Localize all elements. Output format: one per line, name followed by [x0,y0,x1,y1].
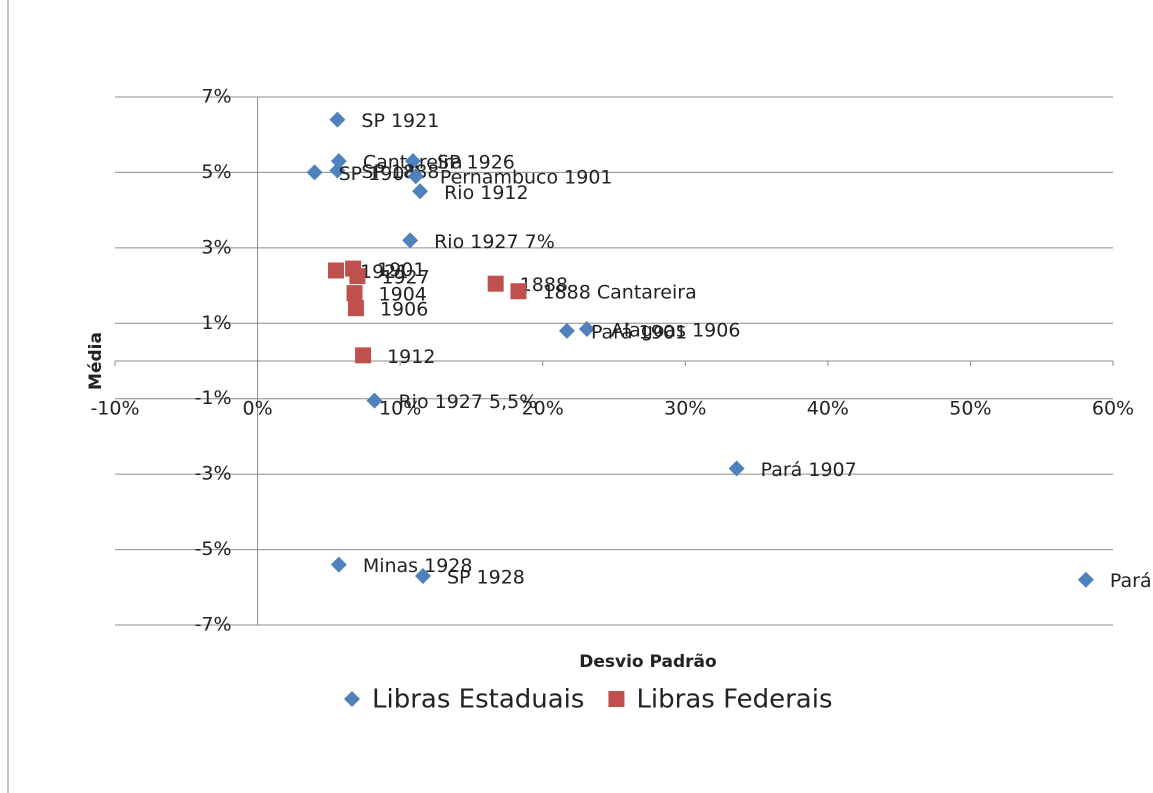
x-axis-title: Desvio Padrão [579,652,716,672]
x-tick-label: 40% [807,398,849,420]
y-tick-label: 1% [201,312,231,334]
x-tick-label: 50% [949,398,991,420]
marker [487,275,504,292]
legend-marker [608,691,625,707]
data-label: Rio 1912 [444,182,529,204]
marker [306,164,323,181]
data-label: SP 1904 [339,163,417,185]
marker [366,392,383,409]
marker [349,268,366,285]
data-label: Rio 1927 5,5% [398,391,537,413]
data-label: Minas 1928 [363,555,473,577]
marker [330,153,347,170]
data-label: 1906 [380,299,428,321]
data-label: Rio 1927 7% [434,231,555,253]
data-label: Pará 1901 [591,321,687,343]
marker [346,285,363,302]
marker [1077,571,1094,588]
marker [510,283,527,300]
x-tick-label: 60% [1092,398,1134,420]
marker [728,460,745,477]
y-tick-label: 3% [201,236,231,258]
marker [404,153,421,170]
marker [414,567,431,584]
marker [412,183,429,200]
data-label: 1888 [520,274,568,296]
marker [327,262,344,279]
marker [578,320,595,337]
data-label: SP 1928 [447,566,525,588]
y-tick-label: -7% [195,614,232,636]
x-tick-label: 30% [664,398,706,420]
data-label: 1912 [387,346,435,368]
y-tick-label: -5% [195,538,232,560]
legend-label: Libras Estaduais [372,685,584,715]
marker [407,168,424,185]
data-label: 1888 Cantareira [542,282,696,304]
data-label: Alagoas 1906 [611,319,741,341]
marker [355,347,372,364]
marker [347,300,364,317]
data-label: 1901 [377,259,425,281]
marker [558,322,575,339]
y-tick-label: 7% [201,86,231,108]
y-tick-label: 5% [201,161,231,183]
data-label: Pará 1907 [761,459,857,481]
x-tick-label: 0% [242,398,272,420]
data-label: 1904 [379,284,427,306]
marker [402,232,419,249]
data-label: Pernambuco 1901 [440,167,613,189]
data-label: 1927 [381,267,429,289]
y-tick-label: -1% [195,387,232,409]
y-axis-title: Média [86,332,106,390]
data-label: SP 1926 [437,152,515,174]
x-tick-label: 20% [522,398,564,420]
data-label: Pará 1915 [1110,570,1153,592]
marker [329,111,346,128]
legend-label: Libras Federais [636,685,832,715]
x-tick-label: 10% [379,398,421,420]
data-label: 1921 [360,261,408,283]
x-tick-label: -10% [90,398,139,420]
legend-marker [344,691,360,707]
data-label: SP 1921 [361,110,439,132]
y-tick-label: -3% [195,463,232,485]
marker [330,556,347,573]
marker [329,162,346,179]
